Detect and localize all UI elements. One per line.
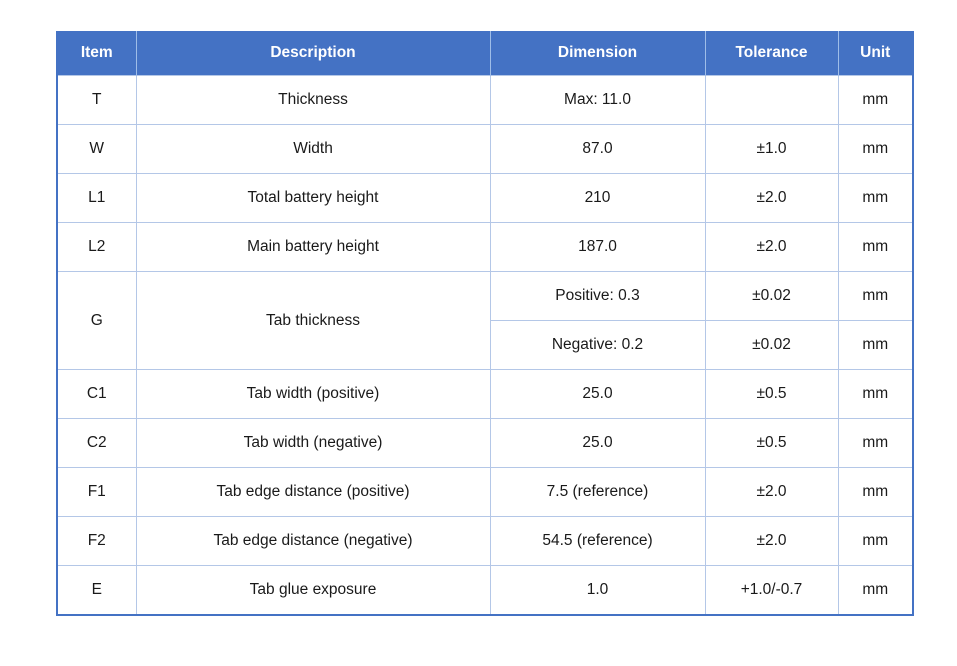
table-row-l2: L2 Main battery height 187.0 ±2.0 mm [56,222,914,272]
table-row-l1: L1 Total battery height 210 ±2.0 mm [56,173,914,223]
cell-unit: mm [837,173,914,223]
cell-tolerance: ±1.0 [704,124,839,174]
table-row-w: W Width 87.0 ±1.0 mm [56,124,914,174]
cell-description: Main battery height [135,222,491,272]
cell-description: Tab width (positive) [135,369,491,419]
cell-tolerance: ±2.0 [704,516,839,566]
table-row-e: E Tab glue exposure 1.0 +1.0/-0.7 mm [56,565,914,616]
cell-tolerance: ±2.0 [704,467,839,517]
table-row-g-positive: G Tab thickness Positive: 0.3 ±0.02 mm [56,271,914,370]
cell-dimension: Max: 11.0 [489,75,706,125]
table-body: T Thickness Max: 11.0 mm W Width 87.0 ±1… [56,75,914,616]
cell-dimension: Positive: 0.3 [489,271,706,321]
cell-tolerance: ±2.0 [704,173,839,223]
spec-table: Item Description Dimension Tolerance Uni… [56,31,914,616]
cell-dimension: 7.5 (reference) [489,467,706,517]
cell-dimension: 25.0 [489,369,706,419]
cell-tolerance: ±0.5 [704,418,839,468]
cell-item: C2 [56,418,137,468]
cell-unit: mm [837,369,914,419]
cell-item: L1 [56,173,137,223]
cell-item: F1 [56,467,137,517]
table-row-t: T Thickness Max: 11.0 mm [56,75,914,125]
cell-tolerance: ±0.5 [704,369,839,419]
cell-description: Total battery height [135,173,491,223]
cell-dimension: Negative: 0.2 [489,320,706,370]
column-header-dimension: Dimension [489,31,705,76]
cell-unit: mm [837,565,914,616]
cell-unit: mm [837,320,914,370]
cell-tolerance: ±0.02 [704,271,839,321]
cell-dimension: 87.0 [489,124,706,174]
cell-dimension: 210 [489,173,706,223]
cell-dimension: 25.0 [489,418,706,468]
table-row-c2: C2 Tab width (negative) 25.0 ±0.5 mm [56,418,914,468]
column-header-item: Item [57,31,136,76]
cell-description: Width [135,124,491,174]
cell-unit: mm [837,467,914,517]
cell-description: Tab glue exposure [135,565,491,616]
table-row-f2: F2 Tab edge distance (negative) 54.5 (re… [56,516,914,566]
table-row-g-negative: Negative: 0.2 ±0.02 mm [57,320,914,370]
column-header-unit: Unit [837,31,913,76]
cell-tolerance: ±0.02 [704,320,839,370]
cell-description-merged: Tab thickness [135,271,491,370]
cell-unit: mm [837,516,914,566]
cell-dimension: 1.0 [489,565,706,616]
cell-item: L2 [56,222,137,272]
cell-item: W [56,124,137,174]
cell-dimension: 187.0 [489,222,706,272]
cell-tolerance: ±2.0 [704,222,839,272]
cell-unit: mm [837,418,914,468]
cell-item: T [56,75,137,125]
cell-unit: mm [837,75,914,125]
column-header-tolerance: Tolerance [704,31,838,76]
cell-item: C1 [56,369,137,419]
cell-tolerance: +1.0/-0.7 [704,565,839,616]
cell-description: Thickness [135,75,491,125]
cell-unit: mm [837,222,914,272]
cell-unit: mm [837,124,914,174]
cell-dimension: 54.5 (reference) [489,516,706,566]
cell-tolerance [704,75,839,125]
table-header: Item Description Dimension Tolerance Uni… [57,31,913,76]
cell-description: Tab width (negative) [135,418,491,468]
cell-description: Tab edge distance (positive) [135,467,491,517]
column-header-description: Description [135,31,490,76]
cell-unit: mm [837,271,914,321]
table-row-f1: F1 Tab edge distance (positive) 7.5 (ref… [56,467,914,517]
cell-description: Tab edge distance (negative) [135,516,491,566]
cell-item: F2 [56,516,137,566]
cell-item-merged: G [56,271,137,370]
table-row-c1: C1 Tab width (positive) 25.0 ±0.5 mm [56,369,914,419]
header-row: Item Description Dimension Tolerance Uni… [57,31,913,76]
cell-item: E [56,565,137,616]
